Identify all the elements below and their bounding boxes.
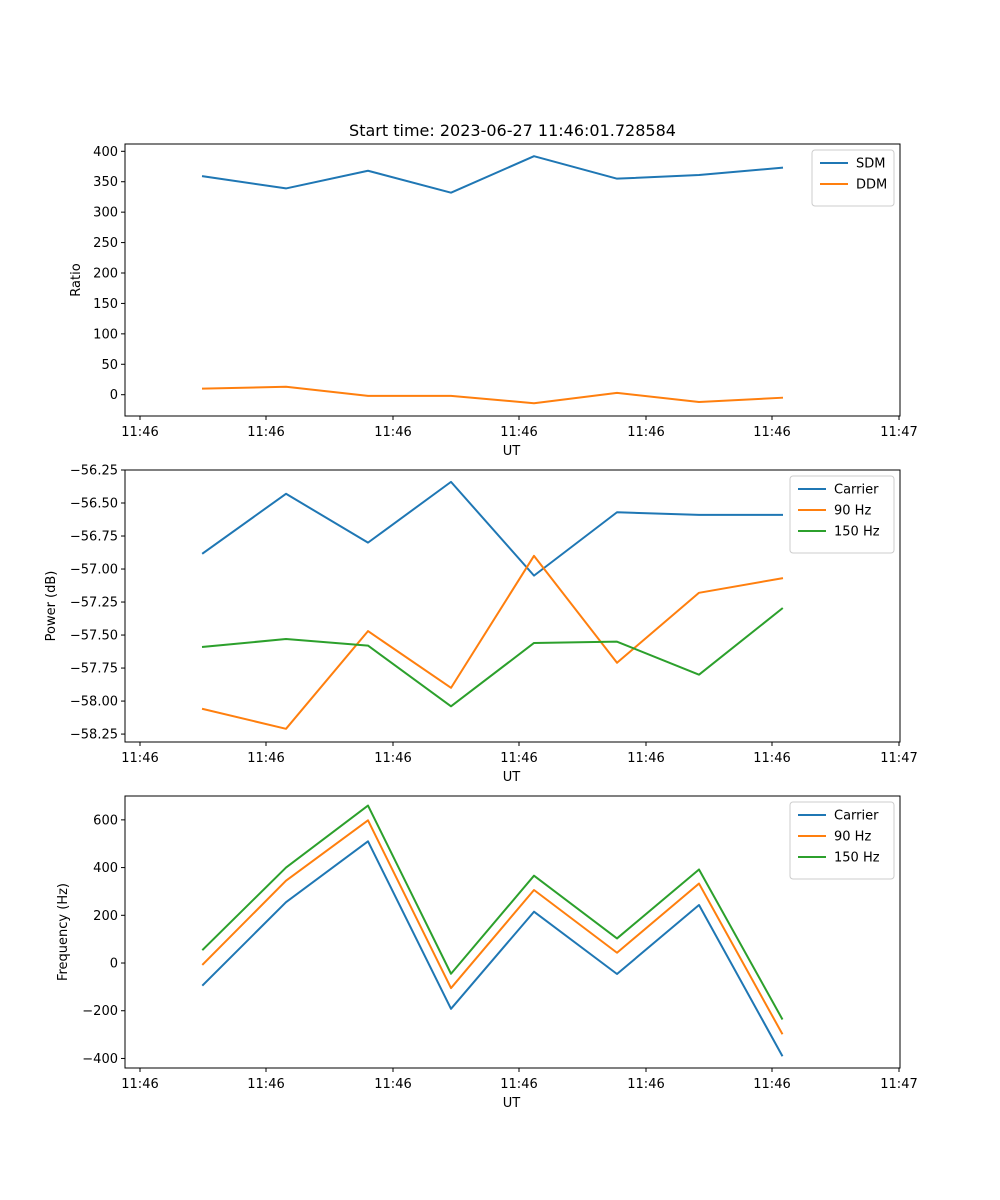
- plot-frame: [124, 469, 901, 743]
- x-axis-label: UT: [503, 770, 521, 785]
- y-tick-label: −57.75: [70, 662, 118, 677]
- x-axis-label: UT: [503, 1096, 521, 1111]
- series-line-150-hz: [201, 607, 784, 708]
- x-tick-label-end: 11:47: [880, 425, 917, 440]
- legend-label: 90 Hz: [834, 504, 871, 519]
- x-tick-label: 11:46: [500, 425, 537, 440]
- y-tick-label: −56.75: [70, 530, 118, 545]
- x-tick-label: 11:46: [121, 1077, 158, 1092]
- y-tick-label: −56.25: [70, 464, 118, 479]
- legend-label: 90 Hz: [834, 830, 871, 845]
- y-tick-label: 50: [101, 358, 118, 373]
- legend-label: SDM: [856, 157, 885, 172]
- x-tick-label-end: 11:47: [880, 1077, 917, 1092]
- x-tick-label: 11:46: [374, 751, 411, 766]
- y-tick-label: 400: [93, 861, 118, 876]
- y-tick-label: −58.00: [70, 695, 118, 710]
- series-line-sdm: [201, 155, 784, 194]
- y-tick-label: 300: [93, 206, 118, 221]
- y-tick-label: −400: [82, 1052, 118, 1067]
- y-tick-label: −56.50: [70, 497, 118, 512]
- x-tick-label: 11:46: [247, 751, 284, 766]
- y-tick-label: 250: [93, 236, 118, 251]
- series-line-150-hz: [201, 804, 784, 1020]
- x-tick-label: 11:46: [753, 1077, 790, 1092]
- x-tick-label: 11:46: [500, 1077, 537, 1092]
- x-axis-label: UT: [503, 444, 521, 459]
- plot-frame: [124, 143, 901, 417]
- legend-label: Carrier: [834, 483, 879, 498]
- x-tick-label: 11:46: [121, 751, 158, 766]
- legend-label: Carrier: [834, 809, 879, 824]
- x-tick-label-end: 11:47: [880, 751, 917, 766]
- y-tick-label: −57.50: [70, 629, 118, 644]
- series-line-ddm: [201, 385, 784, 405]
- legend-box: [789, 801, 895, 880]
- figure-title: Start time: 2023-06-27 11:46:01.728584: [349, 121, 676, 140]
- y-axis-label: Ratio: [69, 263, 84, 296]
- x-tick-label: 11:46: [247, 425, 284, 440]
- y-tick-label: 100: [93, 327, 118, 342]
- x-tick-label: 11:46: [627, 751, 664, 766]
- x-tick-label: 11:46: [500, 751, 537, 766]
- y-tick-label: 400: [93, 145, 118, 160]
- y-axis-label: Power (dB): [44, 571, 59, 642]
- x-tick-label: 11:46: [121, 425, 158, 440]
- series-line-carrier: [201, 480, 783, 577]
- x-tick-label: 11:46: [374, 1077, 411, 1092]
- x-tick-label: 11:46: [247, 1077, 284, 1092]
- x-tick-label: 11:46: [753, 751, 790, 766]
- y-tick-label: 200: [93, 909, 118, 924]
- y-tick-label: 350: [93, 175, 118, 190]
- legend-label: DDM: [856, 178, 887, 193]
- x-tick-label: 11:46: [753, 425, 790, 440]
- x-tick-label: 11:46: [627, 1077, 664, 1092]
- y-tick-label: −57.25: [70, 596, 118, 611]
- series-line-90-hz: [201, 819, 784, 1035]
- y-tick-label: 200: [93, 267, 118, 282]
- y-tick-label: −57.00: [70, 563, 118, 578]
- y-tick-label: 600: [93, 813, 118, 828]
- y-tick-label: 0: [110, 388, 118, 403]
- series-line-carrier: [201, 840, 784, 1057]
- legend-label: 150 Hz: [834, 851, 880, 866]
- y-axis-label: Frequency (Hz): [56, 883, 71, 981]
- y-tick-label: 0: [110, 957, 118, 972]
- legend-label: 150 Hz: [834, 525, 880, 540]
- y-tick-label: 150: [93, 297, 118, 312]
- legend-box: [789, 475, 895, 554]
- series-line-90-hz: [201, 554, 784, 730]
- plot-frame: [124, 795, 901, 1069]
- y-tick-label: −58.25: [70, 728, 118, 743]
- y-tick-label: −200: [82, 1004, 118, 1019]
- x-tick-label: 11:46: [374, 425, 411, 440]
- x-tick-label: 11:46: [627, 425, 664, 440]
